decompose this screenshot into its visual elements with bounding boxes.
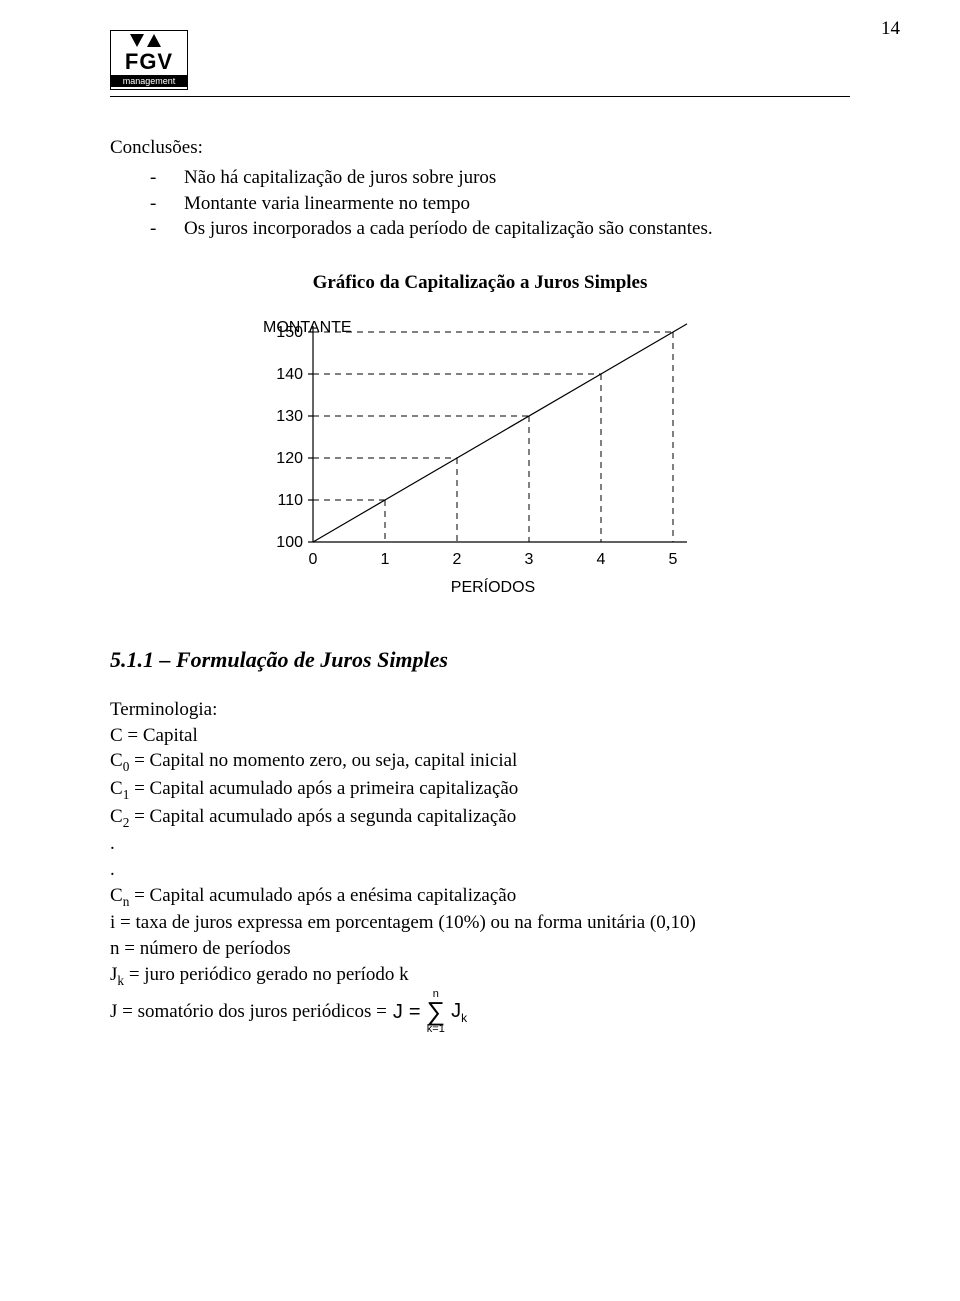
dash-icon: - — [150, 216, 160, 242]
line-i: i = taxa de juros expressa em porcentage… — [110, 910, 850, 936]
svg-text:2: 2 — [452, 551, 461, 568]
svg-text:150: 150 — [276, 324, 303, 341]
line-c0: C0 = Capital no momento zero, ou seja, c… — [110, 748, 850, 776]
page-number: 14 — [881, 18, 900, 40]
line-dot: . — [110, 831, 850, 857]
svg-text:3: 3 — [524, 551, 533, 568]
line-dot: . — [110, 857, 850, 883]
line-c2: C2 = Capital acumulado após a segunda ca… — [110, 804, 850, 832]
logo-triangles-icon — [114, 33, 184, 49]
logo-text: FGV — [125, 51, 173, 73]
text: J — [451, 1000, 461, 1022]
header-divider — [110, 96, 850, 97]
line-n: n = número de períodos — [110, 936, 850, 962]
svg-text:130: 130 — [276, 408, 303, 425]
svg-text:100: 100 — [276, 534, 303, 551]
list-item: - Não há capitalização de juros sobre ju… — [150, 165, 850, 191]
svg-text:PERÍODOS: PERÍODOS — [450, 577, 534, 596]
svg-text:5: 5 — [668, 551, 677, 568]
text: = — [409, 999, 421, 1026]
svg-text:0: 0 — [308, 551, 317, 568]
text: J = somatório dos juros periódicos = — [110, 999, 387, 1025]
svg-text:140: 140 — [276, 366, 303, 383]
text: = Capital no momento zero, ou seja, capi… — [129, 750, 517, 771]
bullet-text: Montante varia linearmente no tempo — [184, 191, 470, 217]
text: C — [110, 750, 123, 771]
line-c1: C1 = Capital acumulado após a primeira c… — [110, 776, 850, 804]
line-c: C = Capital — [110, 723, 850, 749]
text: = Capital acumulado após a enésima capit… — [129, 885, 516, 906]
list-item: - Os juros incorporados a cada período d… — [150, 216, 850, 242]
sigma-bottom: k=1 — [427, 1024, 445, 1035]
section-heading: 5.1.1 – Formulação de Juros Simples — [110, 647, 850, 673]
dash-icon: - — [150, 191, 160, 217]
text: C — [110, 806, 123, 827]
text: C — [110, 885, 123, 906]
sigma-icon: n ∑ k=1 — [427, 989, 446, 1034]
chart-svg: MONTANTE100110120130140150012345PERÍODOS — [258, 318, 703, 622]
text: = Capital acumulado após a primeira capi… — [129, 778, 518, 799]
terminology-label: Terminologia: — [110, 697, 850, 723]
svg-text:120: 120 — [276, 450, 303, 467]
list-item: - Montante varia linearmente no tempo — [150, 191, 850, 217]
svg-text:110: 110 — [277, 492, 303, 509]
line-jsum: J = somatório dos juros periódicos = J =… — [110, 989, 850, 1034]
text: J — [393, 999, 403, 1026]
terminology-block: Terminologia: C = Capital C0 = Capital n… — [110, 697, 850, 1035]
text: = juro periódico gerado no período k — [124, 964, 409, 985]
line-jk: Jk = juro periódico gerado no período k — [110, 962, 850, 990]
svg-text:1: 1 — [380, 551, 389, 568]
capitalization-chart: MONTANTE100110120130140150012345PERÍODOS — [258, 318, 703, 627]
grafico-title: Gráfico da Capitalização a Juros Simples — [110, 272, 850, 294]
bullet-text: Não há capitalização de juros sobre juro… — [184, 165, 496, 191]
conclusoes-label: Conclusões: — [110, 137, 850, 159]
bullet-list: - Não há capitalização de juros sobre ju… — [150, 165, 850, 242]
text: Jk — [451, 998, 467, 1026]
text: C — [110, 778, 123, 799]
text: = Capital acumulado após a segunda capit… — [129, 806, 516, 827]
logo-subtext: management — [111, 75, 187, 87]
fgv-logo: FGV management — [110, 30, 188, 90]
line-cn: Cn = Capital acumulado após a enésima ca… — [110, 883, 850, 911]
sigma-symbol: ∑ — [427, 1000, 446, 1023]
bullet-text: Os juros incorporados a cada período de … — [184, 216, 713, 242]
dash-icon: - — [150, 165, 160, 191]
sub: k — [461, 1011, 467, 1025]
svg-text:4: 4 — [596, 551, 605, 568]
